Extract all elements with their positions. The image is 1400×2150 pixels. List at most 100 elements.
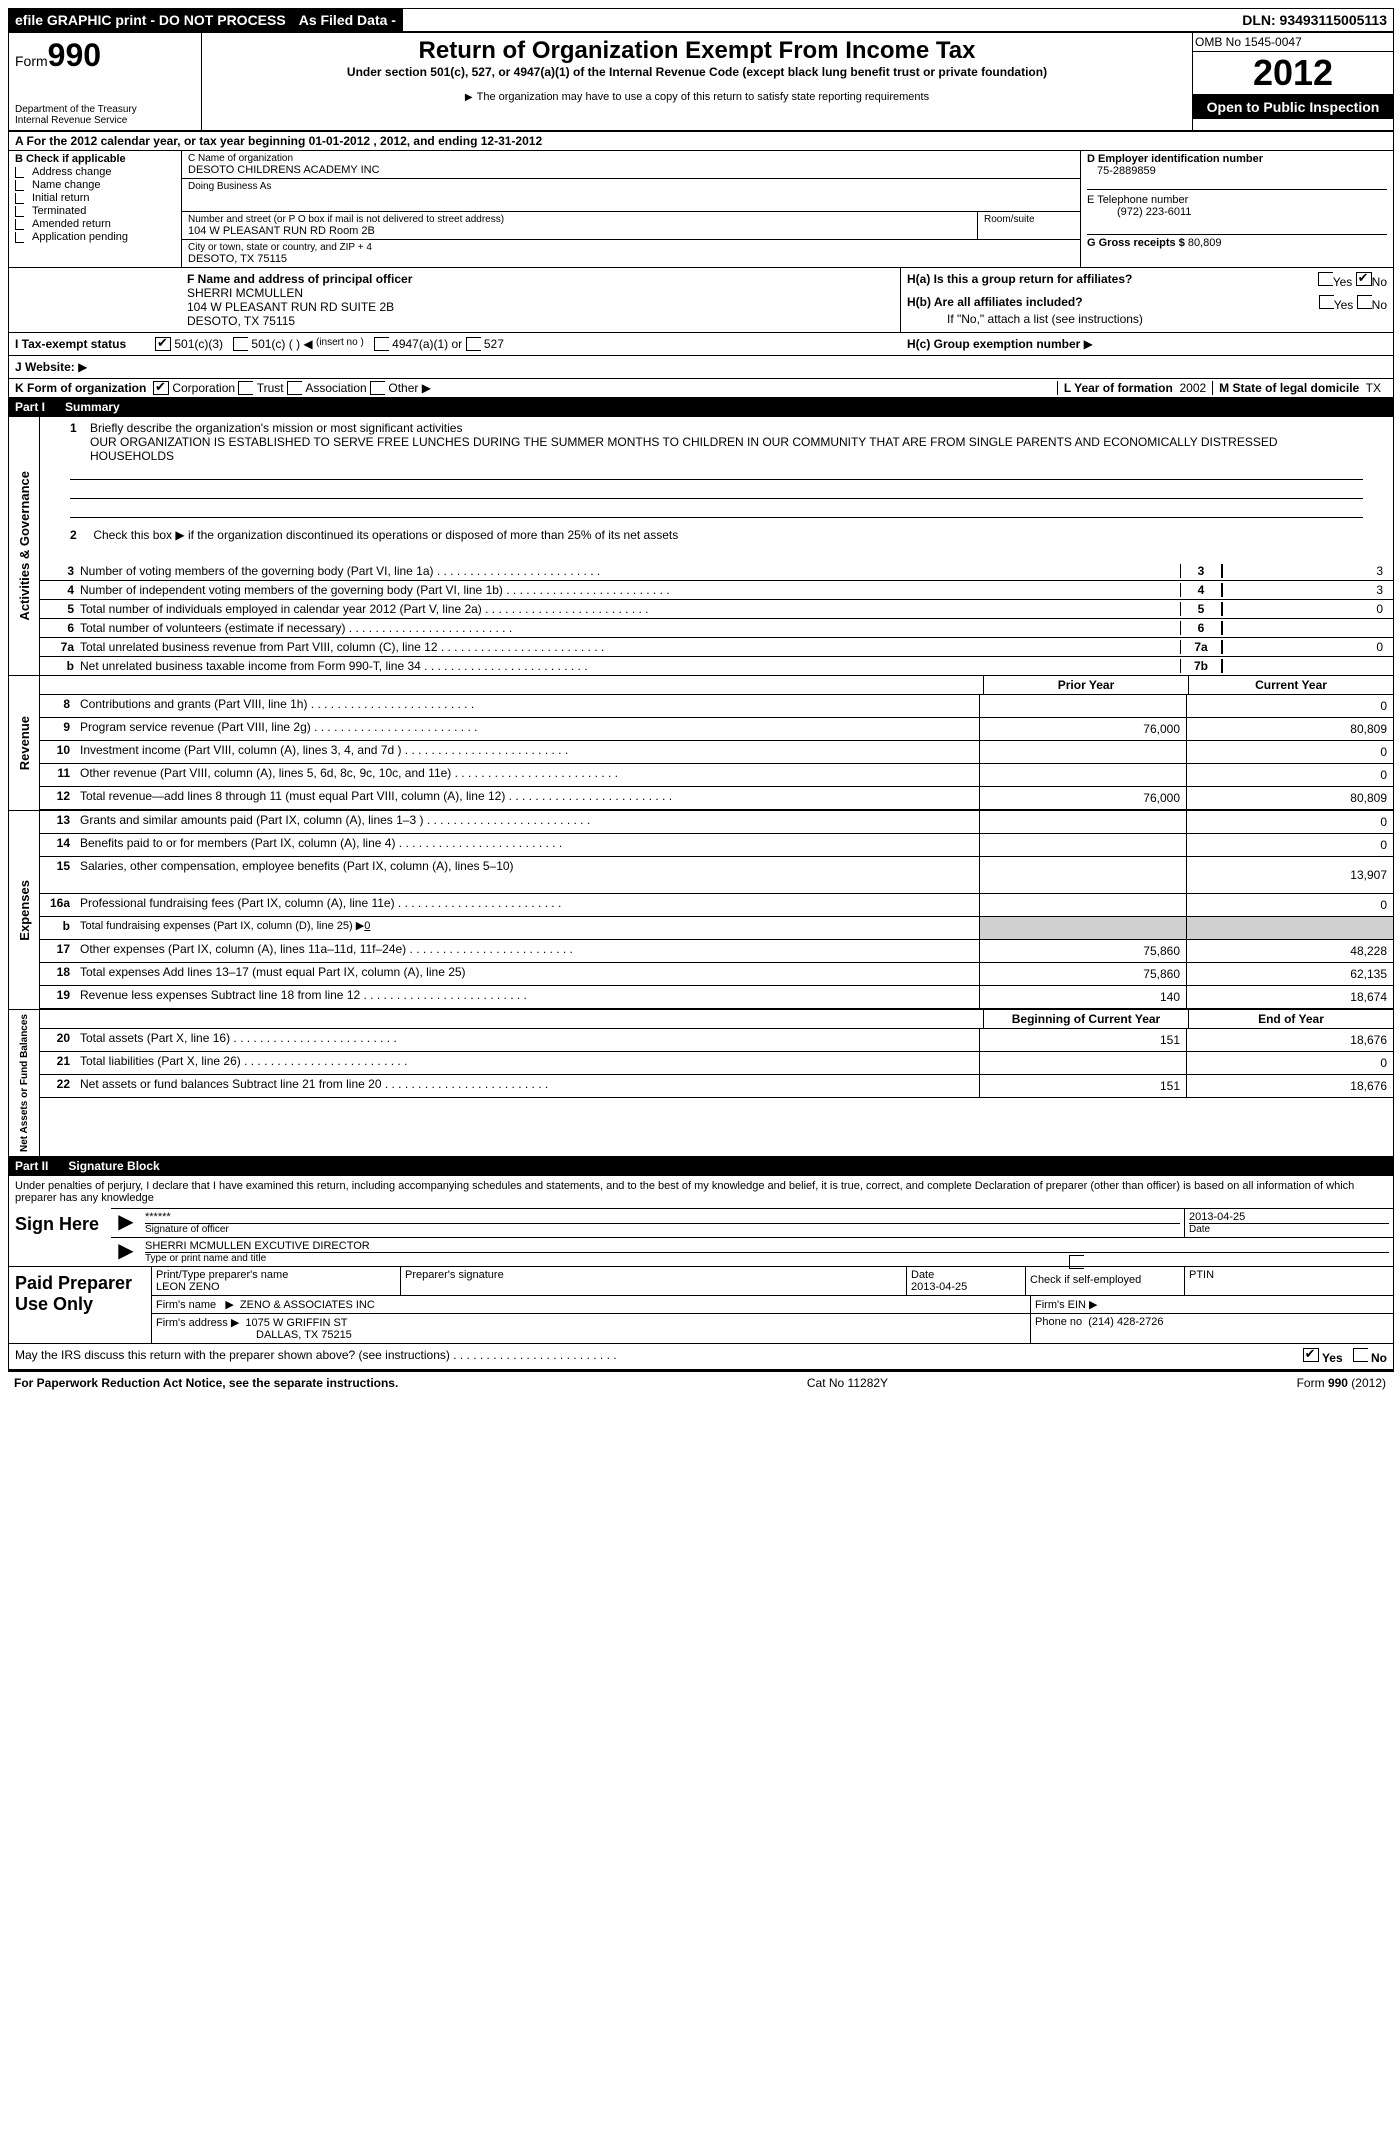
cb-501c[interactable] bbox=[233, 337, 248, 351]
section-b: B Check if applicable Address change Nam… bbox=[9, 151, 182, 267]
arrow-icon: ▶ bbox=[111, 1209, 141, 1237]
line-16a: 16aProfessional fundraising fees (Part I… bbox=[40, 894, 1393, 917]
officer-addr1: 104 W PLEASANT RUN RD SUITE 2B bbox=[187, 300, 894, 314]
year-formation-label: L Year of formation bbox=[1064, 381, 1173, 395]
part-1-label: Part I bbox=[15, 400, 65, 414]
officer-name: SHERRI MCMULLEN bbox=[187, 286, 894, 300]
signature-block: Under penalties of perjury, I declare th… bbox=[9, 1176, 1393, 1267]
cb-501c3[interactable] bbox=[155, 337, 171, 351]
form-header: Form990 Department of the Treasury Inter… bbox=[9, 33, 1393, 132]
arrow-icon: ▶ bbox=[111, 1238, 141, 1266]
city-value: DESOTO, TX 75115 bbox=[188, 253, 1074, 265]
signature-value: ****** bbox=[145, 1211, 1180, 1223]
section-h: H(a) Is this a group return for affiliat… bbox=[901, 268, 1393, 332]
prep-date-label: Date bbox=[911, 1269, 1021, 1281]
form-subtitle: Under section 501(c), 527, or 4947(a)(1)… bbox=[208, 65, 1186, 79]
form-ref: Form 990 (2012) bbox=[1297, 1376, 1386, 1390]
tax-year: 2012 bbox=[1193, 52, 1393, 95]
line-7b: b Net unrelated business taxable income … bbox=[40, 657, 1393, 675]
cb-527[interactable] bbox=[466, 337, 481, 351]
prep-name-value: LEON ZENO bbox=[156, 1281, 396, 1293]
omb-label: OMB No bbox=[1195, 35, 1241, 49]
top-bar: efile GRAPHIC print - DO NOT PROCESS As … bbox=[9, 9, 1393, 33]
ein-label: D Employer identification number bbox=[1087, 153, 1387, 165]
hc-label: H(c) Group exemption number bbox=[907, 337, 1080, 351]
cb-pending[interactable]: Application pending bbox=[15, 231, 175, 243]
dba-label: Doing Business As bbox=[188, 181, 1074, 192]
form-note: The organization may have to use a copy … bbox=[208, 91, 1186, 103]
gross-label: G Gross receipts $ bbox=[1087, 237, 1185, 249]
public-inspection: Open to Public Inspection bbox=[1193, 95, 1393, 119]
line-4: 4 Number of independent voting members o… bbox=[40, 581, 1393, 600]
discuss-text: May the IRS discuss this return with the… bbox=[15, 1348, 1293, 1365]
part-2-header: Part II Signature Block bbox=[9, 1157, 1393, 1176]
signature-label: Signature of officer bbox=[145, 1223, 1180, 1235]
activities-governance-section: Activities & Governance 1Briefly describ… bbox=[9, 417, 1393, 676]
cb-other[interactable] bbox=[370, 381, 385, 395]
mission-text: OUR ORGANIZATION IS ESTABLISHED TO SERVE… bbox=[70, 435, 1363, 463]
header-left: Form990 Department of the Treasury Inter… bbox=[9, 33, 202, 130]
discuss-yes-checkbox[interactable] bbox=[1303, 1348, 1319, 1362]
sig-date-value: 2013-04-25 bbox=[1189, 1211, 1389, 1223]
gross-value: 80,809 bbox=[1188, 237, 1222, 249]
hb-no-checkbox[interactable] bbox=[1357, 295, 1372, 309]
line-13: 13Grants and similar amounts paid (Part … bbox=[40, 811, 1393, 834]
vlabel-expenses: Expenses bbox=[15, 876, 34, 945]
sign-here-label: Sign Here bbox=[9, 1208, 111, 1266]
firm-addr-label: Firm's address bbox=[156, 1317, 228, 1329]
section-c: C Name of organization DESOTO CHILDRENS … bbox=[182, 151, 1081, 267]
firm-ein-label: Firm's EIN bbox=[1035, 1299, 1086, 1311]
line-2: 2 Check this box ▶ if the organization d… bbox=[40, 524, 1393, 562]
cb-terminated[interactable]: Terminated bbox=[15, 205, 175, 217]
cb-address-change[interactable]: Address change bbox=[15, 166, 175, 178]
section-klm: K Form of organization Corporation Trust… bbox=[9, 379, 1393, 398]
year-formation-value: 2002 bbox=[1179, 381, 1206, 395]
cb-4947[interactable] bbox=[374, 337, 389, 351]
entity-info-row: B Check if applicable Address change Nam… bbox=[9, 151, 1393, 268]
page-footer: For Paperwork Reduction Act Notice, see … bbox=[8, 1372, 1392, 1394]
prep-name-label: Print/Type preparer's name bbox=[156, 1269, 396, 1281]
ha-yes-checkbox[interactable] bbox=[1318, 272, 1333, 286]
cb-name-change[interactable]: Name change bbox=[15, 179, 175, 191]
cb-initial-return[interactable]: Initial return bbox=[15, 192, 175, 204]
part-1-header: Part I Summary bbox=[9, 398, 1393, 417]
hb-note: If "No," attach a list (see instructions… bbox=[907, 312, 1387, 326]
cb-assoc[interactable] bbox=[287, 381, 302, 395]
cb-corp[interactable] bbox=[153, 381, 169, 395]
line-3: 3 Number of voting members of the govern… bbox=[40, 562, 1393, 581]
ein-value: 75-2889859 bbox=[1087, 165, 1387, 177]
street-label: Number and street (or P O box if mail is… bbox=[188, 214, 971, 225]
line-11: 11Other revenue (Part VIII, column (A), … bbox=[40, 764, 1393, 787]
cb-amended[interactable]: Amended return bbox=[15, 218, 175, 230]
dept-treasury: Department of the Treasury bbox=[15, 104, 195, 115]
section-a-tax-year: A For the 2012 calendar year, or tax yea… bbox=[9, 132, 1393, 151]
line-8: 8Contributions and grants (Part VIII, li… bbox=[40, 695, 1393, 718]
dept-irs: Internal Revenue Service bbox=[15, 115, 195, 126]
vlabel-netassets: Net Assets or Fund Balances bbox=[17, 1010, 32, 1156]
line-17: 17Other expenses (Part IX, column (A), l… bbox=[40, 940, 1393, 963]
firm-name-value: ZENO & ASSOCIATES INC bbox=[240, 1299, 375, 1311]
officer-label: F Name and address of principal officer bbox=[187, 272, 894, 286]
line-22: 22Net assets or fund balances Subtract l… bbox=[40, 1075, 1393, 1098]
beginning-year-header: Beginning of Current Year bbox=[983, 1010, 1188, 1028]
hb-label: H(b) Are all affiliates included? bbox=[907, 295, 1083, 312]
paid-preparer-block: Paid Preparer Use Only Print/Type prepar… bbox=[9, 1267, 1393, 1344]
prep-date-value: 2013-04-25 bbox=[911, 1281, 1021, 1293]
as-filed: As Filed Data - bbox=[293, 9, 403, 31]
ptin-label: PTIN bbox=[1185, 1267, 1393, 1295]
cb-self-employed[interactable] bbox=[1069, 1255, 1084, 1269]
revenue-header: Prior Year Current Year bbox=[40, 676, 1393, 695]
section-f: F Name and address of principal officer … bbox=[181, 268, 901, 332]
discuss-no-checkbox[interactable] bbox=[1353, 1348, 1368, 1362]
part-2-title: Signature Block bbox=[68, 1159, 159, 1173]
cb-trust[interactable] bbox=[238, 381, 253, 395]
line-15: 15Salaries, other compensation, employee… bbox=[40, 857, 1393, 894]
ha-no-checkbox[interactable] bbox=[1356, 272, 1372, 286]
header-mid: Return of Organization Exempt From Incom… bbox=[202, 33, 1193, 130]
tax-status-label: I Tax-exempt status bbox=[15, 337, 155, 351]
line-19: 19Revenue less expenses Subtract line 18… bbox=[40, 986, 1393, 1009]
hb-yes-checkbox[interactable] bbox=[1319, 295, 1334, 309]
section-i: I Tax-exempt status 501(c)(3) 501(c) ( )… bbox=[9, 333, 1393, 356]
state-domicile-value: TX bbox=[1366, 381, 1381, 395]
prior-year-header: Prior Year bbox=[983, 676, 1188, 694]
